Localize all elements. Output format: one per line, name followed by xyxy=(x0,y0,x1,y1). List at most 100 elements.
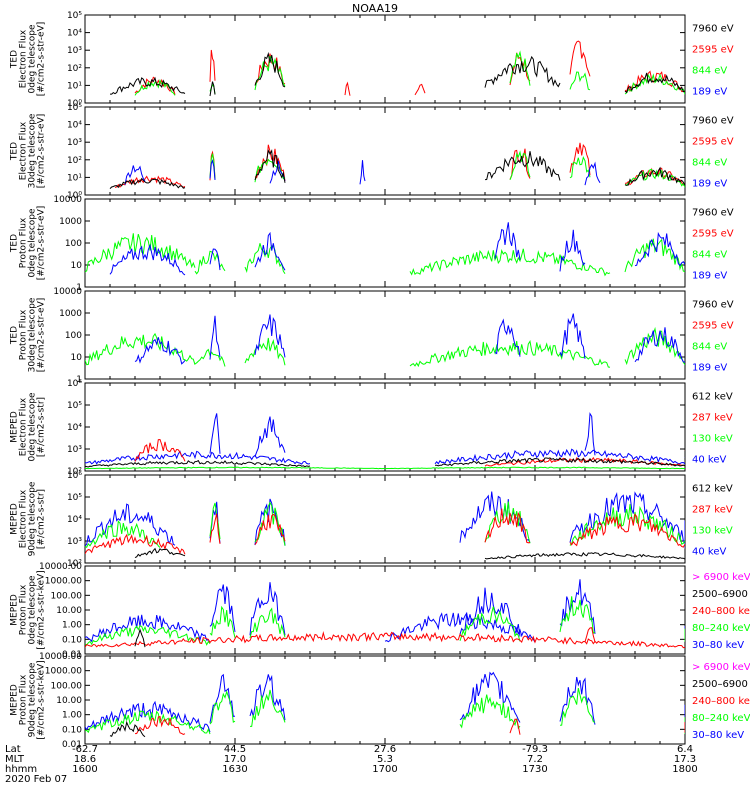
legend-entry: 189 eV xyxy=(692,270,727,281)
series-segment xyxy=(249,607,286,639)
y-tick-label: 10² xyxy=(67,156,82,166)
series-segment xyxy=(134,438,186,462)
series-segment xyxy=(484,552,685,560)
y-axis-label: 90deg telescope xyxy=(28,481,38,556)
series-segment xyxy=(254,513,286,545)
series-trace xyxy=(134,715,685,735)
series-segment xyxy=(409,248,611,277)
series-segment xyxy=(359,160,366,185)
y-axis-label: [#/cm2-s-str-eV] xyxy=(37,298,47,373)
series-trace xyxy=(85,454,685,468)
series-segment xyxy=(494,318,521,357)
series-segment xyxy=(134,715,186,735)
y-tick-label: 10⁵ xyxy=(67,401,82,411)
legend-entry: 7960 eV xyxy=(692,300,734,311)
series-segment xyxy=(134,627,146,648)
y-axis-label: Electron Flux xyxy=(19,489,29,548)
footer-row-mlt: MLT xyxy=(5,754,25,765)
y-tick-label: 10⁵ xyxy=(67,11,82,21)
series-segment xyxy=(85,710,211,735)
legend-entry: 2595 eV xyxy=(692,137,734,148)
series-trace xyxy=(134,40,685,96)
y-axis-label: MEPED xyxy=(10,411,20,443)
footer-hhmm-value: 1600 xyxy=(72,764,97,775)
legend-entry: 2500–6900 xyxy=(692,589,748,600)
legend-entry: 189 eV xyxy=(692,362,727,373)
y-axis-label: Electron Flux xyxy=(19,121,29,180)
y-tick-label: 0.01 xyxy=(62,740,82,750)
legend-entry: 612 keV xyxy=(692,392,733,403)
series-trace xyxy=(134,627,685,649)
series-segment xyxy=(254,53,286,85)
series-segment xyxy=(569,491,685,544)
y-tick-label: 10⁵ xyxy=(67,493,82,503)
panel-8: 0.01 0.10 1.00 10.00 100.00 1000.00 10000.00 ME… xyxy=(10,652,750,750)
y-tick-label: 1.00 xyxy=(62,711,82,721)
y-tick-label: 10¹ xyxy=(67,81,82,91)
series-segment xyxy=(124,165,146,185)
y-tick-label: 10⁶ xyxy=(67,471,82,481)
legend-entry: 612 keV xyxy=(692,484,733,495)
y-tick-label: 0.10 xyxy=(62,635,82,645)
series-segment xyxy=(209,502,221,540)
series-segment xyxy=(209,605,236,638)
series-segment xyxy=(254,149,286,183)
series-segment xyxy=(509,52,531,86)
series-segment xyxy=(624,166,685,186)
series-segment xyxy=(109,720,146,738)
legend-entry: 844 eV xyxy=(692,249,727,260)
y-axis-label: Electron Flux xyxy=(19,29,29,88)
series-segment xyxy=(634,231,685,267)
legend-entry: 80–240 keV xyxy=(692,623,750,634)
series-segment xyxy=(344,81,351,96)
series-segment xyxy=(209,159,216,181)
legend-entry: 844 eV xyxy=(692,341,727,352)
series-segment xyxy=(209,690,236,725)
series-trace xyxy=(134,313,685,365)
y-tick-label: 0.10 xyxy=(62,725,82,735)
series-segment xyxy=(209,584,236,632)
series-trace xyxy=(85,687,685,735)
footer-mlt-value: 5.3 xyxy=(377,754,393,765)
series-trace xyxy=(134,438,685,467)
y-tick-label: 1000 xyxy=(59,217,82,227)
series-segment xyxy=(569,513,685,548)
series-trace xyxy=(85,412,685,465)
series-segment xyxy=(459,491,531,543)
series-segment xyxy=(569,155,591,179)
series-segment xyxy=(134,547,186,559)
series-segment xyxy=(624,72,685,94)
series-segment xyxy=(209,248,221,271)
panel-5: 10² 10³ 10⁴ 10⁵ 10⁶ MEPED Electron Flux 0deg te… xyxy=(10,379,733,477)
series-segment xyxy=(559,229,586,272)
series-segment xyxy=(109,243,186,276)
y-tick-label: 100.00 xyxy=(51,681,83,691)
panel-frame xyxy=(84,474,686,564)
series-trace xyxy=(85,491,685,549)
legend-entry: 2595 eV xyxy=(692,321,734,332)
legend-entry: 7960 eV xyxy=(692,116,734,127)
panel-6: 10² 10³ 10⁴ 10⁵ 10⁶ MEPED Electron Flux 90deg t… xyxy=(10,471,733,569)
series-segment xyxy=(209,513,221,544)
series-segment xyxy=(459,694,521,730)
series-segment xyxy=(110,76,186,95)
series-trace xyxy=(85,326,685,368)
y-tick-label: 10⁴ xyxy=(67,423,82,433)
series-segment xyxy=(559,687,596,726)
y-tick-label: 10.00 xyxy=(56,606,82,616)
y-tick-label: 1.00 xyxy=(62,621,82,631)
series-segment xyxy=(584,161,601,186)
panel-frame xyxy=(84,198,686,288)
footer-lat-value: 44.5 xyxy=(224,744,246,755)
y-tick-label: 10¹ xyxy=(67,173,82,183)
y-axis-label: [#/cm2-s-str] xyxy=(37,397,47,457)
legend-entry: 2500–6900 xyxy=(692,679,748,690)
legend-entry: 80–240 keV xyxy=(692,713,750,724)
y-tick-label: 100.00 xyxy=(51,591,83,601)
y-tick-label: 1 xyxy=(76,375,82,385)
footer-hhmm-value: 1730 xyxy=(522,764,547,775)
series-segment xyxy=(435,457,685,467)
y-tick-label: 10² xyxy=(67,64,82,74)
legend-entry: 30–80 keV xyxy=(692,640,744,651)
y-axis-label: Proton Flux xyxy=(19,584,29,635)
